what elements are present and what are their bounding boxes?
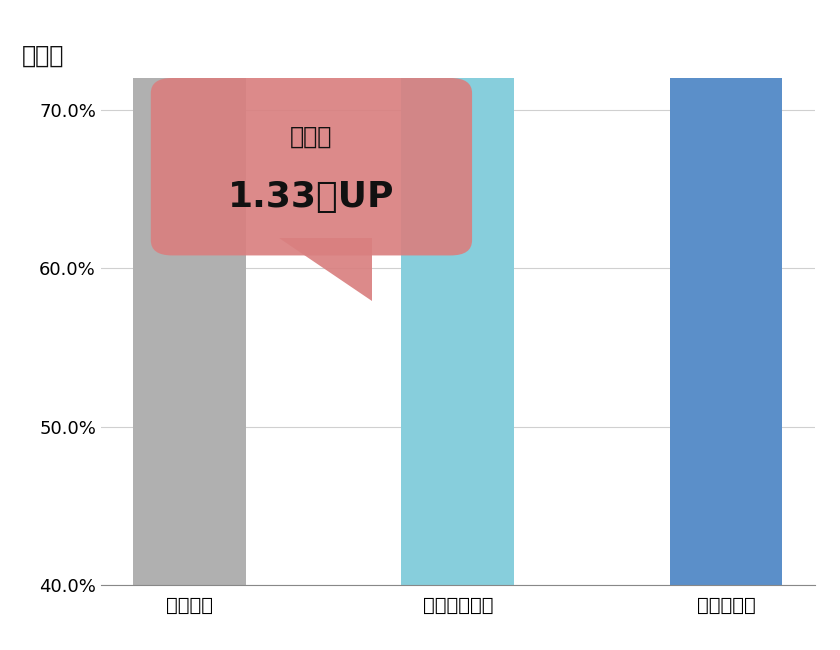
Text: 正答率: 正答率: [22, 44, 65, 68]
Bar: [134, 0, 246, 585]
Text: 1.33倍UP: 1.33倍UP: [228, 180, 395, 214]
FancyBboxPatch shape: [151, 78, 472, 255]
Bar: [402, 0, 514, 585]
Text: 正答率: 正答率: [291, 124, 333, 148]
Polygon shape: [279, 238, 372, 301]
Bar: [669, 0, 782, 585]
